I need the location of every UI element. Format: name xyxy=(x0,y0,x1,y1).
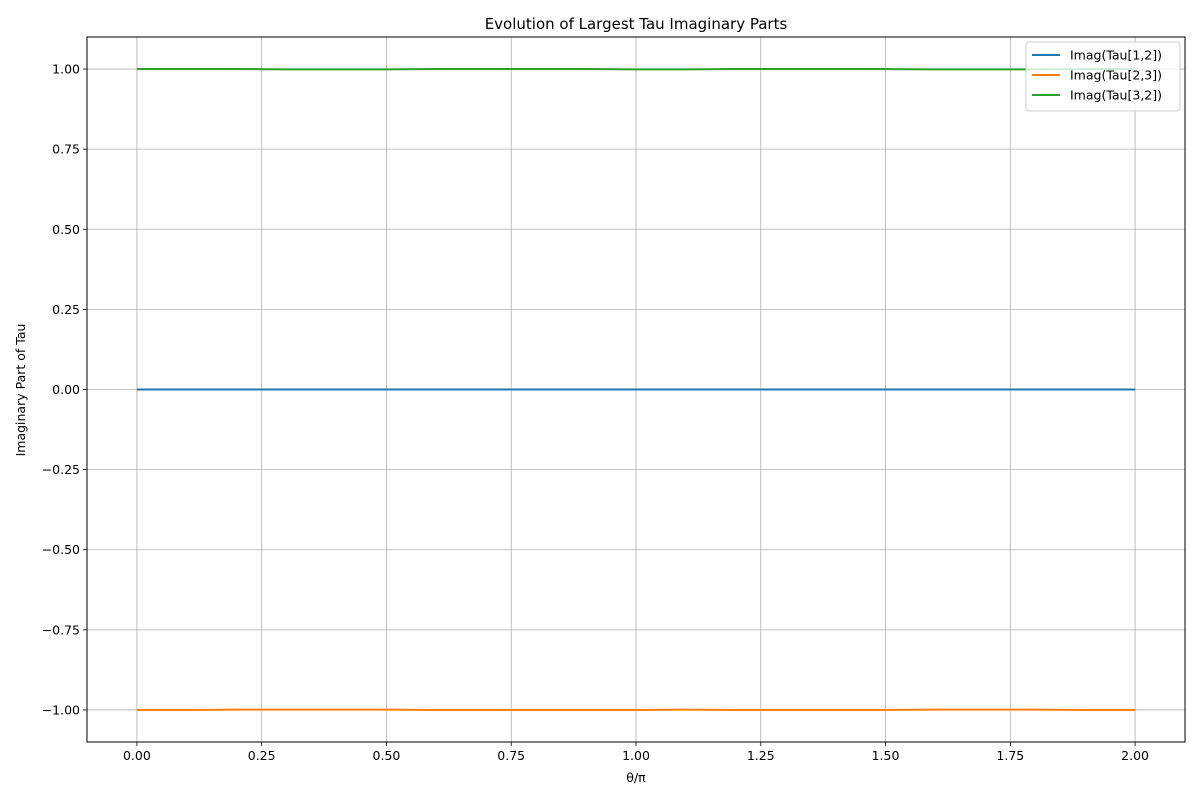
x-tick-label: 1.75 xyxy=(996,748,1024,763)
x-tick-label: 1.00 xyxy=(622,748,650,763)
y-tick-label: 0.75 xyxy=(52,142,80,157)
y-tick-label: −0.50 xyxy=(42,542,80,557)
x-tick-label: 0.75 xyxy=(497,748,525,763)
x-tick-label: 2.00 xyxy=(1121,748,1149,763)
y-tick-label: −0.75 xyxy=(42,622,80,637)
x-tick-label: 0.50 xyxy=(373,748,401,763)
x-axis-label: θ/π xyxy=(626,770,646,785)
y-tick-label: 1.00 xyxy=(52,62,80,77)
chart-title: Evolution of Largest Tau Imaginary Parts xyxy=(485,15,788,33)
legend: Imag(Tau[1,2]) Imag(Tau[2,3]) Imag(Tau[3,2… xyxy=(1025,41,1181,112)
legend-entry-label: Imag(Tau[3,2]) xyxy=(1070,88,1162,103)
x-tick-label: 0.00 xyxy=(123,748,151,763)
series-lines xyxy=(136,68,1136,711)
y-axis-ticks: −1.00 −0.75 −0.50 −0.25 0.00 0.25 0.50 0.75 1.00 xyxy=(42,62,87,717)
x-axis-ticks: 0.00 0.25 0.50 0.75 1.00 1.25 1.50 1.75 2.00 xyxy=(123,742,1149,763)
y-tick-label: −0.25 xyxy=(42,462,80,477)
y-axis-label: Imaginary Part of Tau xyxy=(13,324,28,457)
x-tick-label: 1.50 xyxy=(872,748,900,763)
legend-entry-label: Imag(Tau[1,2]) xyxy=(1070,48,1162,63)
x-tick-label: 0.25 xyxy=(248,748,276,763)
y-tick-label: 0.25 xyxy=(52,302,80,317)
y-tick-label: 0.00 xyxy=(52,382,80,397)
y-tick-label: 0.50 xyxy=(52,222,80,237)
legend-box xyxy=(1025,41,1181,112)
legend-entry-label: Imag(Tau[2,3]) xyxy=(1070,68,1162,83)
y-tick-label: −1.00 xyxy=(42,702,80,717)
x-tick-label: 1.25 xyxy=(747,748,775,763)
